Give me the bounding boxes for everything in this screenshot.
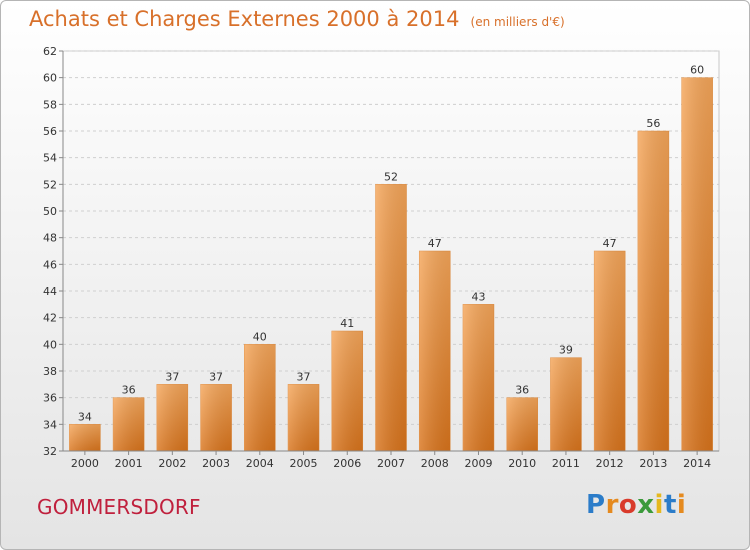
x-tick-label: 2003 [202,457,230,470]
y-tick-label: 52 [43,178,57,191]
bar-shade [375,184,407,452]
city-name: GOMMERSDORF [37,495,201,519]
logo-letter: t [663,490,677,520]
bar-shade [681,77,713,452]
logo-letter: x [637,490,655,520]
bar-shade [419,251,451,451]
chart-unit: (en milliers d'€) [470,15,565,29]
bar-shade [331,331,363,451]
bar-shade [637,131,669,451]
proxiti-logo: Proxiti [586,490,686,520]
x-tick-label: 2000 [71,457,99,470]
logo-letter: i [676,490,687,520]
x-tick-label: 2001 [115,457,143,470]
bar-shade [594,251,626,451]
bar-value-label: 43 [471,290,485,303]
y-tick-label: 44 [43,285,57,298]
bar-value-label: 36 [515,384,529,397]
x-tick-label: 2014 [683,457,711,470]
bar-shade [462,304,494,451]
bar-value-label: 37 [209,370,223,383]
x-tick-label: 2013 [639,457,667,470]
x-tick-label: 2004 [246,457,274,470]
bar-value-label: 41 [340,317,354,330]
bar-shade [69,424,101,451]
y-tick-label: 58 [43,98,57,111]
x-tick-label: 2005 [290,457,318,470]
logo-letter: r [605,490,619,520]
bar-value-label: 40 [253,330,267,343]
bars: 34 36 37 37 40 37 41 52 47 43 36 39 47 56 60 [69,64,713,452]
y-tick-label: 60 [43,72,57,85]
y-axis: 32 34 36 38 40 42 44 46 48 50 52 54 56 58 60 62 [43,45,64,458]
x-axis: 2000 2001 2002 2003 2004 2005 2006 2007 2008 2009… [63,450,719,470]
y-tick-label: 36 [43,392,57,405]
bar-value-label: 36 [122,384,136,397]
bar-value-label: 47 [428,237,442,250]
bar-shade [288,384,320,451]
bar-value-label: 52 [384,170,398,183]
bar-value-label: 34 [78,410,92,423]
y-tick-label: 42 [43,312,57,325]
y-tick-label: 48 [43,232,57,245]
y-tick-label: 54 [43,152,57,165]
y-tick-label: 38 [43,365,57,378]
bar-shade [156,384,188,451]
bar-value-label: 37 [165,370,179,383]
chart-title: Achats et Charges Externes 2000 à 2014 (… [29,7,565,31]
y-tick-label: 56 [43,125,57,138]
y-tick-label: 62 [43,45,57,58]
bar-value-label: 37 [297,370,311,383]
bar-value-label: 60 [690,64,704,77]
x-tick-label: 2006 [333,457,361,470]
x-tick-label: 2010 [508,457,536,470]
logo-letter: P [586,490,606,520]
x-tick-label: 2009 [464,457,492,470]
y-tick-label: 46 [43,258,57,271]
logo-letter: i [654,490,664,520]
bar-shade [550,357,582,451]
y-tick-label: 34 [43,418,57,431]
x-tick-label: 2008 [421,457,449,470]
bar-value-label: 39 [559,344,573,357]
bar-value-label: 47 [603,237,617,250]
x-tick-label: 2011 [552,457,580,470]
bar-value-label: 56 [646,117,660,130]
y-tick-label: 32 [43,445,57,458]
bar-shade [200,384,232,451]
x-tick-label: 2002 [158,457,186,470]
x-tick-label: 2007 [377,457,405,470]
chart-title-text: Achats et Charges Externes 2000 à 2014 [29,7,460,31]
x-tick-label: 2012 [596,457,624,470]
bar-shade [113,397,145,451]
bar-shade [244,344,276,451]
y-tick-label: 40 [43,338,57,351]
logo-letter: o [618,490,638,520]
y-tick-label: 50 [43,205,57,218]
bar-shade [506,397,538,451]
